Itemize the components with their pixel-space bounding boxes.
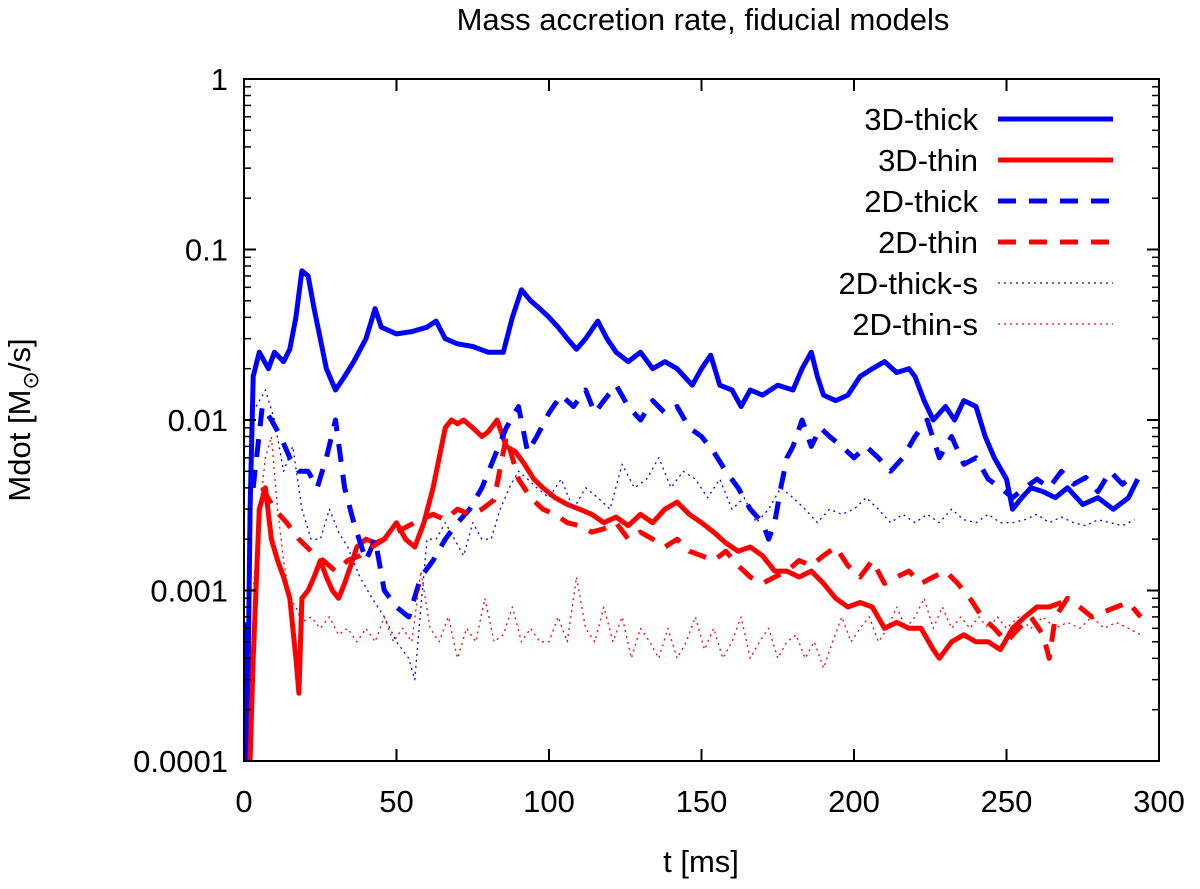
y-axis-label-prefix: Mdot [M (2, 390, 37, 502)
y-tick-label: 0.001 (150, 574, 228, 609)
y-axis-label: Mdot [M⊙/s] (2, 338, 43, 501)
legend: 3D-thick 3D-thin 2D-thick 2D-thin 2D-thick-s… (838, 102, 1113, 342)
y-axis-label-sun-symbol: ⊙ (18, 371, 43, 389)
legend-label-3d-thin: 3D-thin (878, 143, 978, 178)
y-tick-label: 0.01 (168, 403, 228, 438)
axis-ticks (243, 78, 1160, 762)
x-tick-label: 300 (1133, 784, 1185, 819)
chart-title: Mass accretion rate, fiducial models (457, 2, 950, 37)
series-line-3d-thick (244, 268, 1140, 761)
legend-label-3d-thick: 3D-thick (864, 102, 978, 137)
x-tick-label: 50 (379, 784, 413, 819)
plot-frame (243, 78, 1160, 762)
series-line-2d-thick (250, 382, 1137, 620)
x-axis-label: t [ms] (663, 844, 739, 879)
series-line-2d-thin (260, 434, 1143, 661)
axis-tick-labels: 0 50 100 150 200 250 300 0.0001 0.001 0.01 0.1 1 (133, 62, 1185, 819)
legend-label-2d-thick: 2D-thick (864, 184, 978, 219)
series-layer (244, 268, 1143, 761)
y-axis-label-suffix: /s] (2, 338, 37, 371)
legend-label-2d-thin-s: 2D-thin-s (852, 307, 978, 342)
plot-area (243, 78, 1160, 762)
y-tick-label: 1 (211, 62, 228, 97)
series-line-2d-thin-s (252, 435, 1142, 669)
y-tick-label: 0.1 (185, 233, 228, 268)
x-tick-label: 250 (981, 784, 1033, 819)
series-line-2d-thick-s (255, 389, 1135, 681)
x-tick-label: 200 (828, 784, 880, 819)
x-tick-label: 0 (235, 784, 252, 819)
y-tick-label: 0.0001 (133, 744, 228, 779)
series-line-3d-thin (247, 417, 1063, 761)
legend-label-2d-thin: 2D-thin (878, 225, 978, 260)
x-tick-label: 100 (523, 784, 575, 819)
legend-label-2d-thick-s: 2D-thick-s (838, 266, 978, 301)
x-tick-label: 150 (676, 784, 728, 819)
